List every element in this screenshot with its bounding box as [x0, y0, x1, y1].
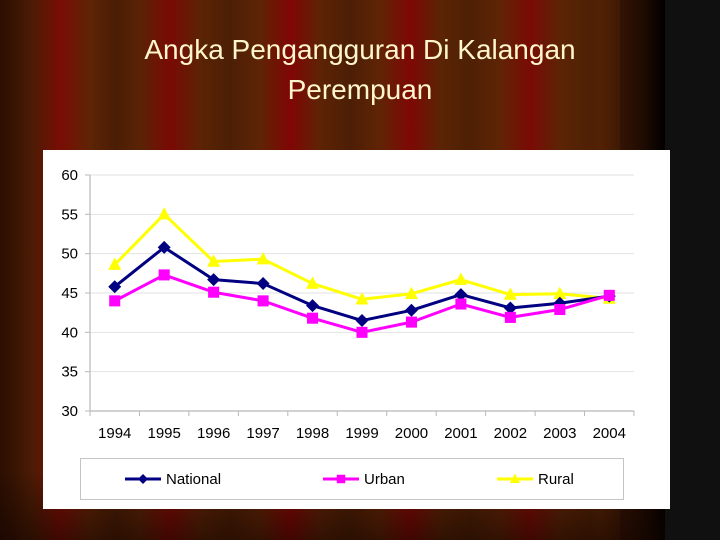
- x-tick-label: 2002: [494, 425, 527, 442]
- x-tick-label: 2003: [543, 425, 576, 442]
- y-tick-label: 55: [61, 206, 78, 223]
- legend: National Urban Rural: [80, 458, 624, 500]
- triangle-marker-icon: [553, 286, 567, 299]
- gridlines: [90, 174, 634, 373]
- square-marker-icon: [554, 303, 566, 316]
- axes: [85, 174, 635, 416]
- x-tick-label: 1997: [246, 425, 279, 442]
- x-tick-label: 2000: [395, 425, 428, 442]
- square-marker-icon: [603, 289, 615, 301]
- diamond-marker-icon: [404, 303, 418, 317]
- x-tick-label: 2001: [444, 425, 477, 442]
- diamond-marker-icon: [454, 288, 468, 302]
- slide-title: Angka Pengangguran Di Kalangan Perempuan: [60, 30, 660, 110]
- square-marker-icon: [356, 326, 368, 338]
- y-tick-label: 50: [61, 246, 78, 263]
- triangle-marker-icon: [355, 292, 369, 305]
- square-marker-icon: [109, 295, 121, 307]
- triangle-marker-icon: [510, 473, 520, 483]
- x-tick-label: 1994: [98, 425, 131, 442]
- series-rural: [108, 207, 616, 305]
- square-marker-icon: [504, 311, 516, 323]
- triangle-marker-icon: [503, 287, 517, 300]
- series-line: [113, 212, 610, 301]
- triangle-marker-icon: [404, 286, 418, 299]
- triangle-marker-icon: [256, 252, 270, 265]
- diamond-marker-icon: [306, 299, 320, 313]
- square-marker-icon: [307, 312, 319, 324]
- x-tick-label: 1999: [345, 425, 378, 442]
- legend-item-national: National: [125, 471, 221, 488]
- square-marker-icon: [336, 474, 346, 484]
- y-tick-label: 35: [61, 364, 78, 381]
- legend-item-urban: Urban: [323, 471, 405, 488]
- diamond-marker-icon: [503, 301, 517, 315]
- triangle-marker-icon: [207, 254, 221, 267]
- y-tick-label: 30: [61, 403, 78, 420]
- data-series: [108, 207, 616, 338]
- square-marker-icon: [405, 316, 417, 328]
- x-tick-label: 1998: [296, 425, 329, 442]
- diamond-marker-icon: [355, 314, 369, 328]
- diamond-marker-icon: [256, 277, 270, 291]
- slide-title-line-1: Angka Pengangguran Di Kalangan: [144, 34, 576, 65]
- legend-label: Rural: [538, 471, 574, 488]
- legend-label: Urban: [364, 471, 405, 488]
- series-urban: [109, 269, 615, 338]
- x-tick-label: 2004: [593, 425, 626, 442]
- slide-title-line-2: Perempuan: [287, 74, 433, 105]
- y-axis-tick-labels: 30 35 40 45 50 55 60: [61, 167, 78, 420]
- square-marker-icon: [455, 298, 467, 310]
- y-tick-label: 60: [61, 167, 78, 184]
- diamond-marker-icon: [157, 240, 171, 254]
- x-tick-label: 1996: [197, 425, 230, 442]
- x-axis-tick-labels: 1994 1995 1996 1997 1998 1999 2000 2001 2002 2003…: [98, 425, 626, 442]
- square-marker-icon: [257, 295, 269, 307]
- square-marker-icon: [208, 286, 220, 298]
- y-tick-label: 45: [61, 285, 78, 302]
- diamond-marker-icon: [108, 280, 122, 294]
- diamond-marker-icon: [138, 474, 148, 484]
- triangle-marker-icon: [306, 276, 320, 289]
- legend-label: National: [166, 471, 221, 488]
- square-marker-icon: [158, 269, 170, 281]
- stage-dark-edge: [665, 0, 720, 540]
- triangle-marker-icon: [108, 257, 122, 270]
- diamond-marker-icon: [207, 273, 221, 287]
- y-tick-label: 40: [61, 324, 78, 341]
- triangle-marker-icon: [157, 207, 171, 220]
- triangle-marker-icon: [454, 272, 468, 285]
- x-tick-label: 1995: [147, 425, 180, 442]
- legend-item-rural: Rural: [497, 471, 574, 488]
